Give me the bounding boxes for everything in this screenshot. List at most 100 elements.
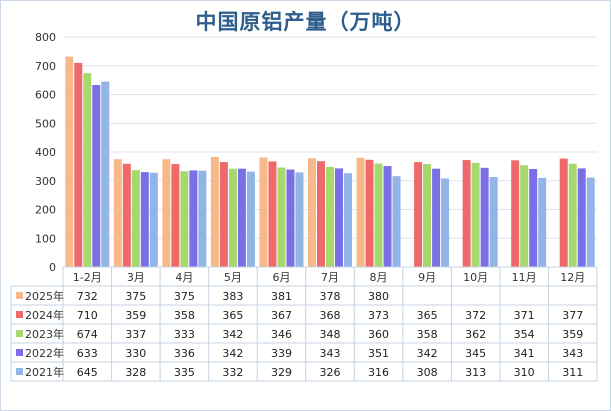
data-label: 346 <box>271 328 292 341</box>
data-label: 645 <box>77 366 98 379</box>
data-label: 332 <box>222 366 243 379</box>
data-label: 377 <box>562 309 583 322</box>
bar <box>189 170 198 267</box>
data-label: 343 <box>320 347 341 360</box>
bar <box>259 157 268 267</box>
data-label: 339 <box>271 347 292 360</box>
bar <box>113 159 122 267</box>
data-label: 633 <box>77 347 98 360</box>
legend-swatch <box>16 330 23 337</box>
data-label: 373 <box>368 309 389 322</box>
bar <box>219 162 228 267</box>
data-label: 368 <box>320 309 341 322</box>
bar <box>74 62 83 267</box>
bar <box>180 171 189 267</box>
bar <box>101 81 110 267</box>
bar <box>268 161 277 267</box>
data-label: 354 <box>514 328 535 341</box>
bar <box>471 162 480 267</box>
bar <box>317 161 325 267</box>
bar <box>568 163 577 267</box>
bar <box>149 172 158 267</box>
data-label: 337 <box>125 328 146 341</box>
legend-swatch <box>16 349 23 356</box>
legend-label: 2024年 <box>25 308 64 322</box>
data-label: 375 <box>125 290 146 303</box>
data-label: 367 <box>271 309 292 322</box>
data-label: 308 <box>417 366 438 379</box>
data-label: 313 <box>465 366 486 379</box>
bar <box>423 164 432 267</box>
data-label: 341 <box>514 347 535 360</box>
data-label: 375 <box>174 290 195 303</box>
data-label: 335 <box>174 366 195 379</box>
bar <box>414 162 423 267</box>
data-label: 360 <box>368 328 389 341</box>
data-label: 336 <box>174 347 195 360</box>
bar <box>83 73 92 267</box>
bar <box>286 169 295 267</box>
data-label: 351 <box>368 347 389 360</box>
bar <box>356 157 365 267</box>
y-tick-label: 400 <box>35 146 56 159</box>
bar <box>559 158 568 267</box>
bar <box>140 172 149 267</box>
legend-swatch <box>16 292 23 299</box>
y-tick-label: 200 <box>35 204 56 217</box>
bar <box>65 56 74 267</box>
bar <box>344 173 352 267</box>
data-label: 710 <box>77 309 98 322</box>
x-tick-label: 6月 <box>272 271 290 284</box>
y-tick-label: 600 <box>35 89 56 102</box>
bar <box>441 178 450 267</box>
x-tick-label: 7月 <box>321 271 339 284</box>
data-label: 372 <box>465 309 486 322</box>
bar <box>198 170 207 267</box>
data-label: 342 <box>222 347 243 360</box>
bar <box>392 176 401 267</box>
data-label: 378 <box>320 290 341 303</box>
x-tick-label: 5月 <box>224 271 242 284</box>
data-label: 365 <box>417 309 438 322</box>
data-label: 358 <box>174 309 195 322</box>
y-tick-label: 800 <box>35 31 56 44</box>
bar <box>432 168 441 267</box>
data-label: 342 <box>222 328 243 341</box>
data-label: 732 <box>77 290 98 303</box>
y-tick-label: 500 <box>35 117 56 130</box>
bar <box>577 168 586 267</box>
bar <box>538 177 547 267</box>
x-tick-label: 10月 <box>463 271 488 284</box>
bar <box>529 168 538 267</box>
bar <box>374 163 383 267</box>
x-tick-label: 1-2月 <box>73 271 102 284</box>
data-label: 310 <box>514 366 535 379</box>
legend-label: 2023年 <box>25 327 64 341</box>
bar <box>246 171 255 267</box>
bar <box>171 164 180 267</box>
data-label: 329 <box>271 366 292 379</box>
data-label: 362 <box>465 328 486 341</box>
bar <box>308 158 316 267</box>
bar <box>511 160 520 267</box>
bar <box>335 168 343 267</box>
data-label: 316 <box>368 366 389 379</box>
data-label: 380 <box>368 290 389 303</box>
legend-swatch <box>16 368 23 375</box>
bar <box>480 167 489 267</box>
bar <box>520 165 529 267</box>
data-label: 311 <box>562 366 583 379</box>
bar <box>237 168 246 267</box>
bar <box>92 85 101 267</box>
bar <box>326 166 334 267</box>
x-tick-label: 4月 <box>175 271 193 284</box>
data-label: 345 <box>465 347 486 360</box>
data-label: 326 <box>320 366 341 379</box>
legend-label: 2022年 <box>25 346 64 360</box>
bar <box>122 163 131 267</box>
data-label: 358 <box>417 328 438 341</box>
y-tick-label: 0 <box>49 261 56 274</box>
data-label: 371 <box>514 309 535 322</box>
y-tick-label: 100 <box>35 232 56 245</box>
bar <box>210 156 219 267</box>
